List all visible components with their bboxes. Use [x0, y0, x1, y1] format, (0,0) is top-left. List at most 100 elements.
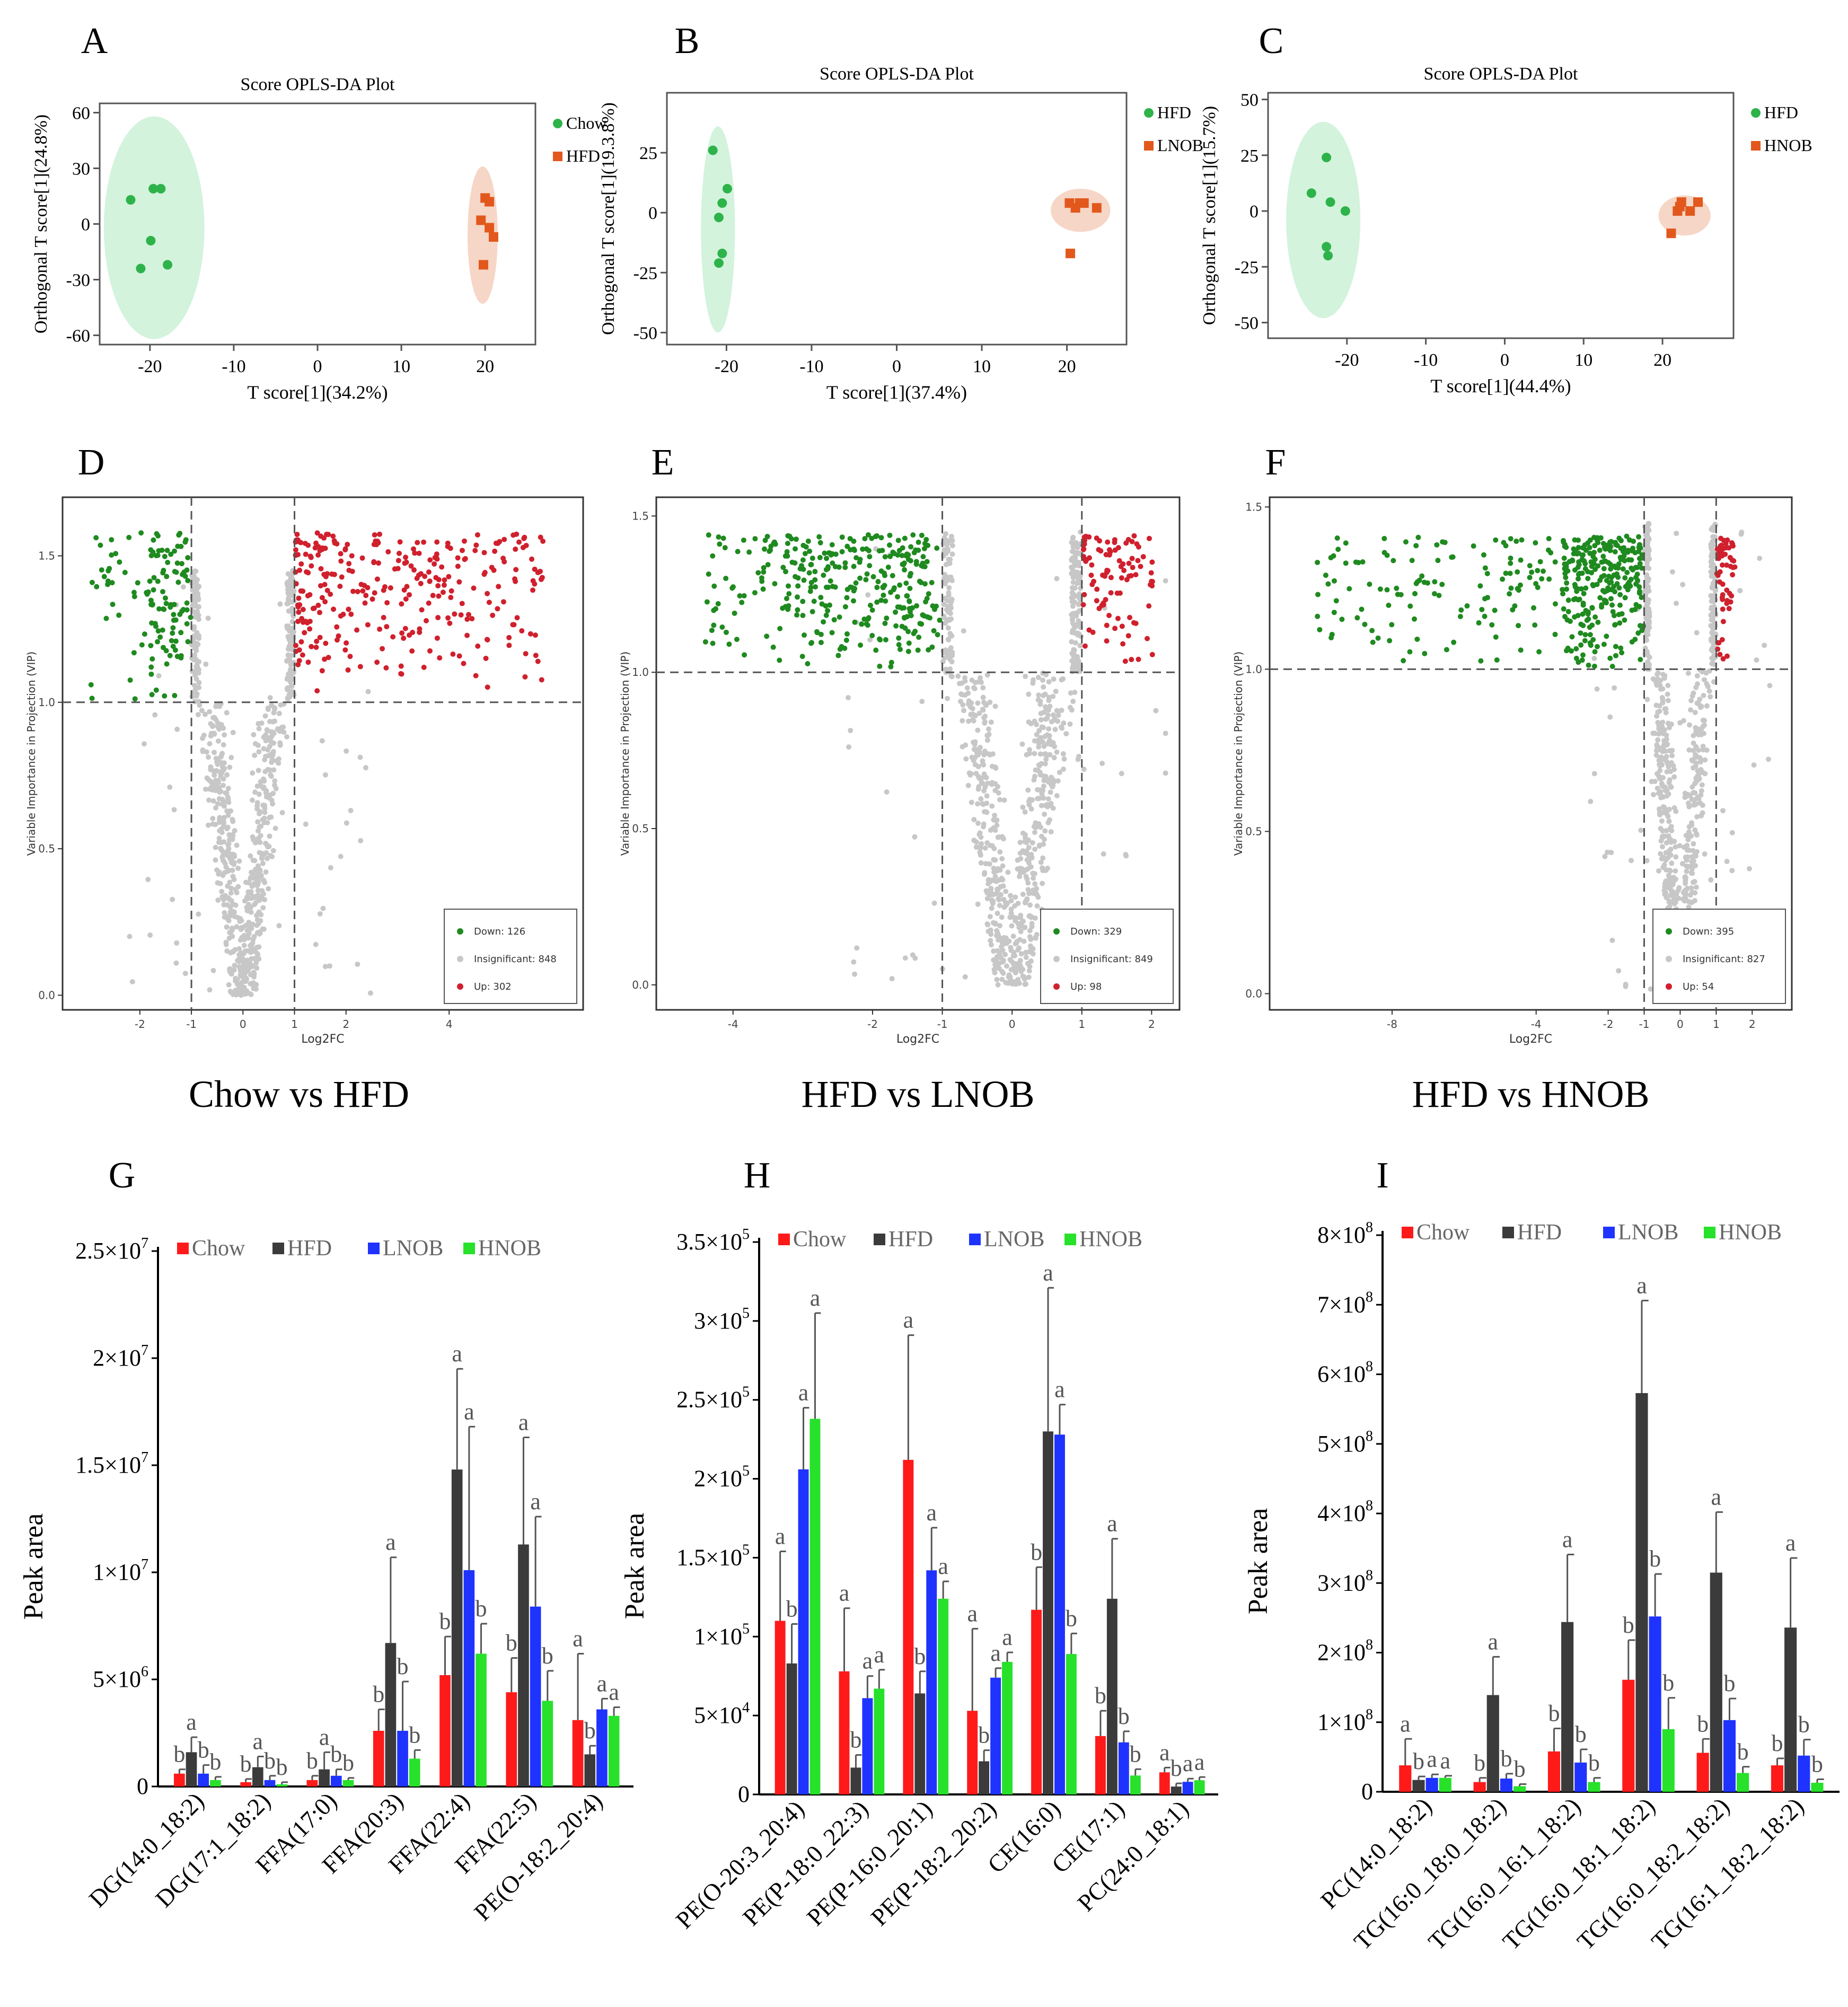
- bar-chow: [903, 1459, 914, 1794]
- point-insignificant: [983, 774, 989, 780]
- point-down: [883, 637, 888, 642]
- y-tick-label: 1.5×105: [676, 1542, 750, 1570]
- point-insignificant: [1667, 893, 1673, 899]
- point-down: [762, 538, 768, 543]
- point-down: [869, 632, 875, 638]
- point-insignificant: [229, 927, 235, 933]
- significance-letter: a: [903, 1307, 914, 1333]
- point-down: [878, 597, 884, 603]
- point-insignificant: [1027, 902, 1033, 908]
- point-insignificant: [1642, 589, 1648, 595]
- bar-chow: [572, 1720, 584, 1786]
- point-insignificant: [1005, 869, 1011, 875]
- significance-letter: a: [452, 1341, 462, 1367]
- point-insignificant: [1708, 553, 1714, 559]
- point-insignificant: [1055, 712, 1061, 718]
- point-insignificant: [1711, 626, 1717, 632]
- point-insignificant: [947, 666, 953, 672]
- point-down: [913, 561, 919, 567]
- point-insignificant: [271, 740, 277, 746]
- point-up: [1126, 573, 1132, 579]
- panel-letter: D: [78, 442, 105, 483]
- point-down: [1620, 566, 1626, 572]
- point-insignificant: [1660, 865, 1666, 870]
- point-down: [759, 578, 765, 584]
- point-down: [98, 542, 103, 548]
- point-insignificant: [252, 947, 258, 953]
- point-insignificant: [219, 848, 225, 853]
- point-insignificant: [238, 927, 244, 932]
- point-down: [1608, 566, 1614, 572]
- point-up: [340, 611, 346, 617]
- point-up: [461, 538, 467, 544]
- point-insignificant: [1711, 679, 1717, 685]
- point-insignificant: [256, 726, 262, 732]
- point-insignificant: [970, 717, 975, 723]
- point-insignificant: [1689, 870, 1695, 876]
- point-up: [407, 632, 412, 638]
- point-insignificant: [277, 742, 283, 748]
- bar-hfd: [914, 1693, 926, 1794]
- point-insignificant: [988, 942, 994, 948]
- point-down: [843, 637, 849, 643]
- point-up: [322, 599, 328, 605]
- point-insignificant: [1068, 690, 1073, 696]
- point-insignificant: [1000, 863, 1006, 869]
- point-up: [339, 574, 345, 580]
- point-insignificant: [1029, 840, 1035, 846]
- x-tick-label: 1: [1078, 1018, 1085, 1031]
- point-insignificant: [1702, 757, 1708, 763]
- point-down: [780, 565, 786, 570]
- y-axis-title: Variable Importance in Projection (VIP): [619, 652, 631, 856]
- tick-exponent: 8: [1366, 1219, 1373, 1236]
- x-tick-label: -10: [799, 357, 823, 376]
- point-down: [713, 606, 719, 612]
- data-point-hfd: [478, 260, 488, 270]
- point-down: [1518, 647, 1524, 653]
- point-up: [1088, 573, 1094, 578]
- point-down: [1578, 630, 1583, 636]
- point-down: [1631, 539, 1636, 544]
- point-down: [1422, 650, 1428, 656]
- point-insignificant: [1671, 805, 1677, 811]
- point-insignificant: [348, 808, 354, 814]
- point-up: [322, 656, 328, 662]
- point-down: [873, 647, 879, 653]
- point-insignificant: [1700, 669, 1705, 675]
- point-insignificant: [226, 832, 232, 838]
- data-point-chow: [148, 184, 159, 193]
- point-up: [411, 546, 417, 552]
- significance-letter: b: [439, 1608, 451, 1634]
- significance-letter: a: [573, 1626, 583, 1652]
- point-down: [1575, 565, 1581, 570]
- x-tick-label: -10: [1414, 350, 1438, 370]
- point-down: [1508, 555, 1513, 561]
- y-tick-label: 30: [72, 160, 90, 179]
- tick-exponent: 8: [1366, 1359, 1373, 1375]
- bar-hfd: [186, 1752, 197, 1786]
- point-insignificant: [1008, 898, 1014, 904]
- point-insignificant: [258, 918, 263, 924]
- point-down: [882, 583, 887, 588]
- point-down: [844, 543, 850, 549]
- point-insignificant: [206, 754, 212, 760]
- point-up: [532, 566, 538, 572]
- point-insignificant: [1014, 966, 1019, 972]
- point-insignificant: [225, 824, 231, 830]
- point-insignificant: [1023, 874, 1029, 879]
- point-down: [742, 652, 747, 658]
- significance-letter: b: [1095, 1683, 1106, 1709]
- point-down: [1577, 570, 1582, 576]
- point-down: [917, 621, 923, 627]
- point-insignificant: [246, 920, 252, 926]
- significance-letter: a: [1562, 1526, 1573, 1552]
- bar-hnob: [1194, 1780, 1205, 1794]
- point-down: [793, 546, 798, 552]
- point-down: [1329, 631, 1335, 637]
- point-down: [161, 567, 166, 573]
- point-insignificant: [946, 618, 952, 623]
- point-down: [1588, 559, 1594, 565]
- point-insignificant: [1591, 656, 1597, 662]
- point-down: [829, 542, 835, 548]
- point-down: [1612, 589, 1618, 595]
